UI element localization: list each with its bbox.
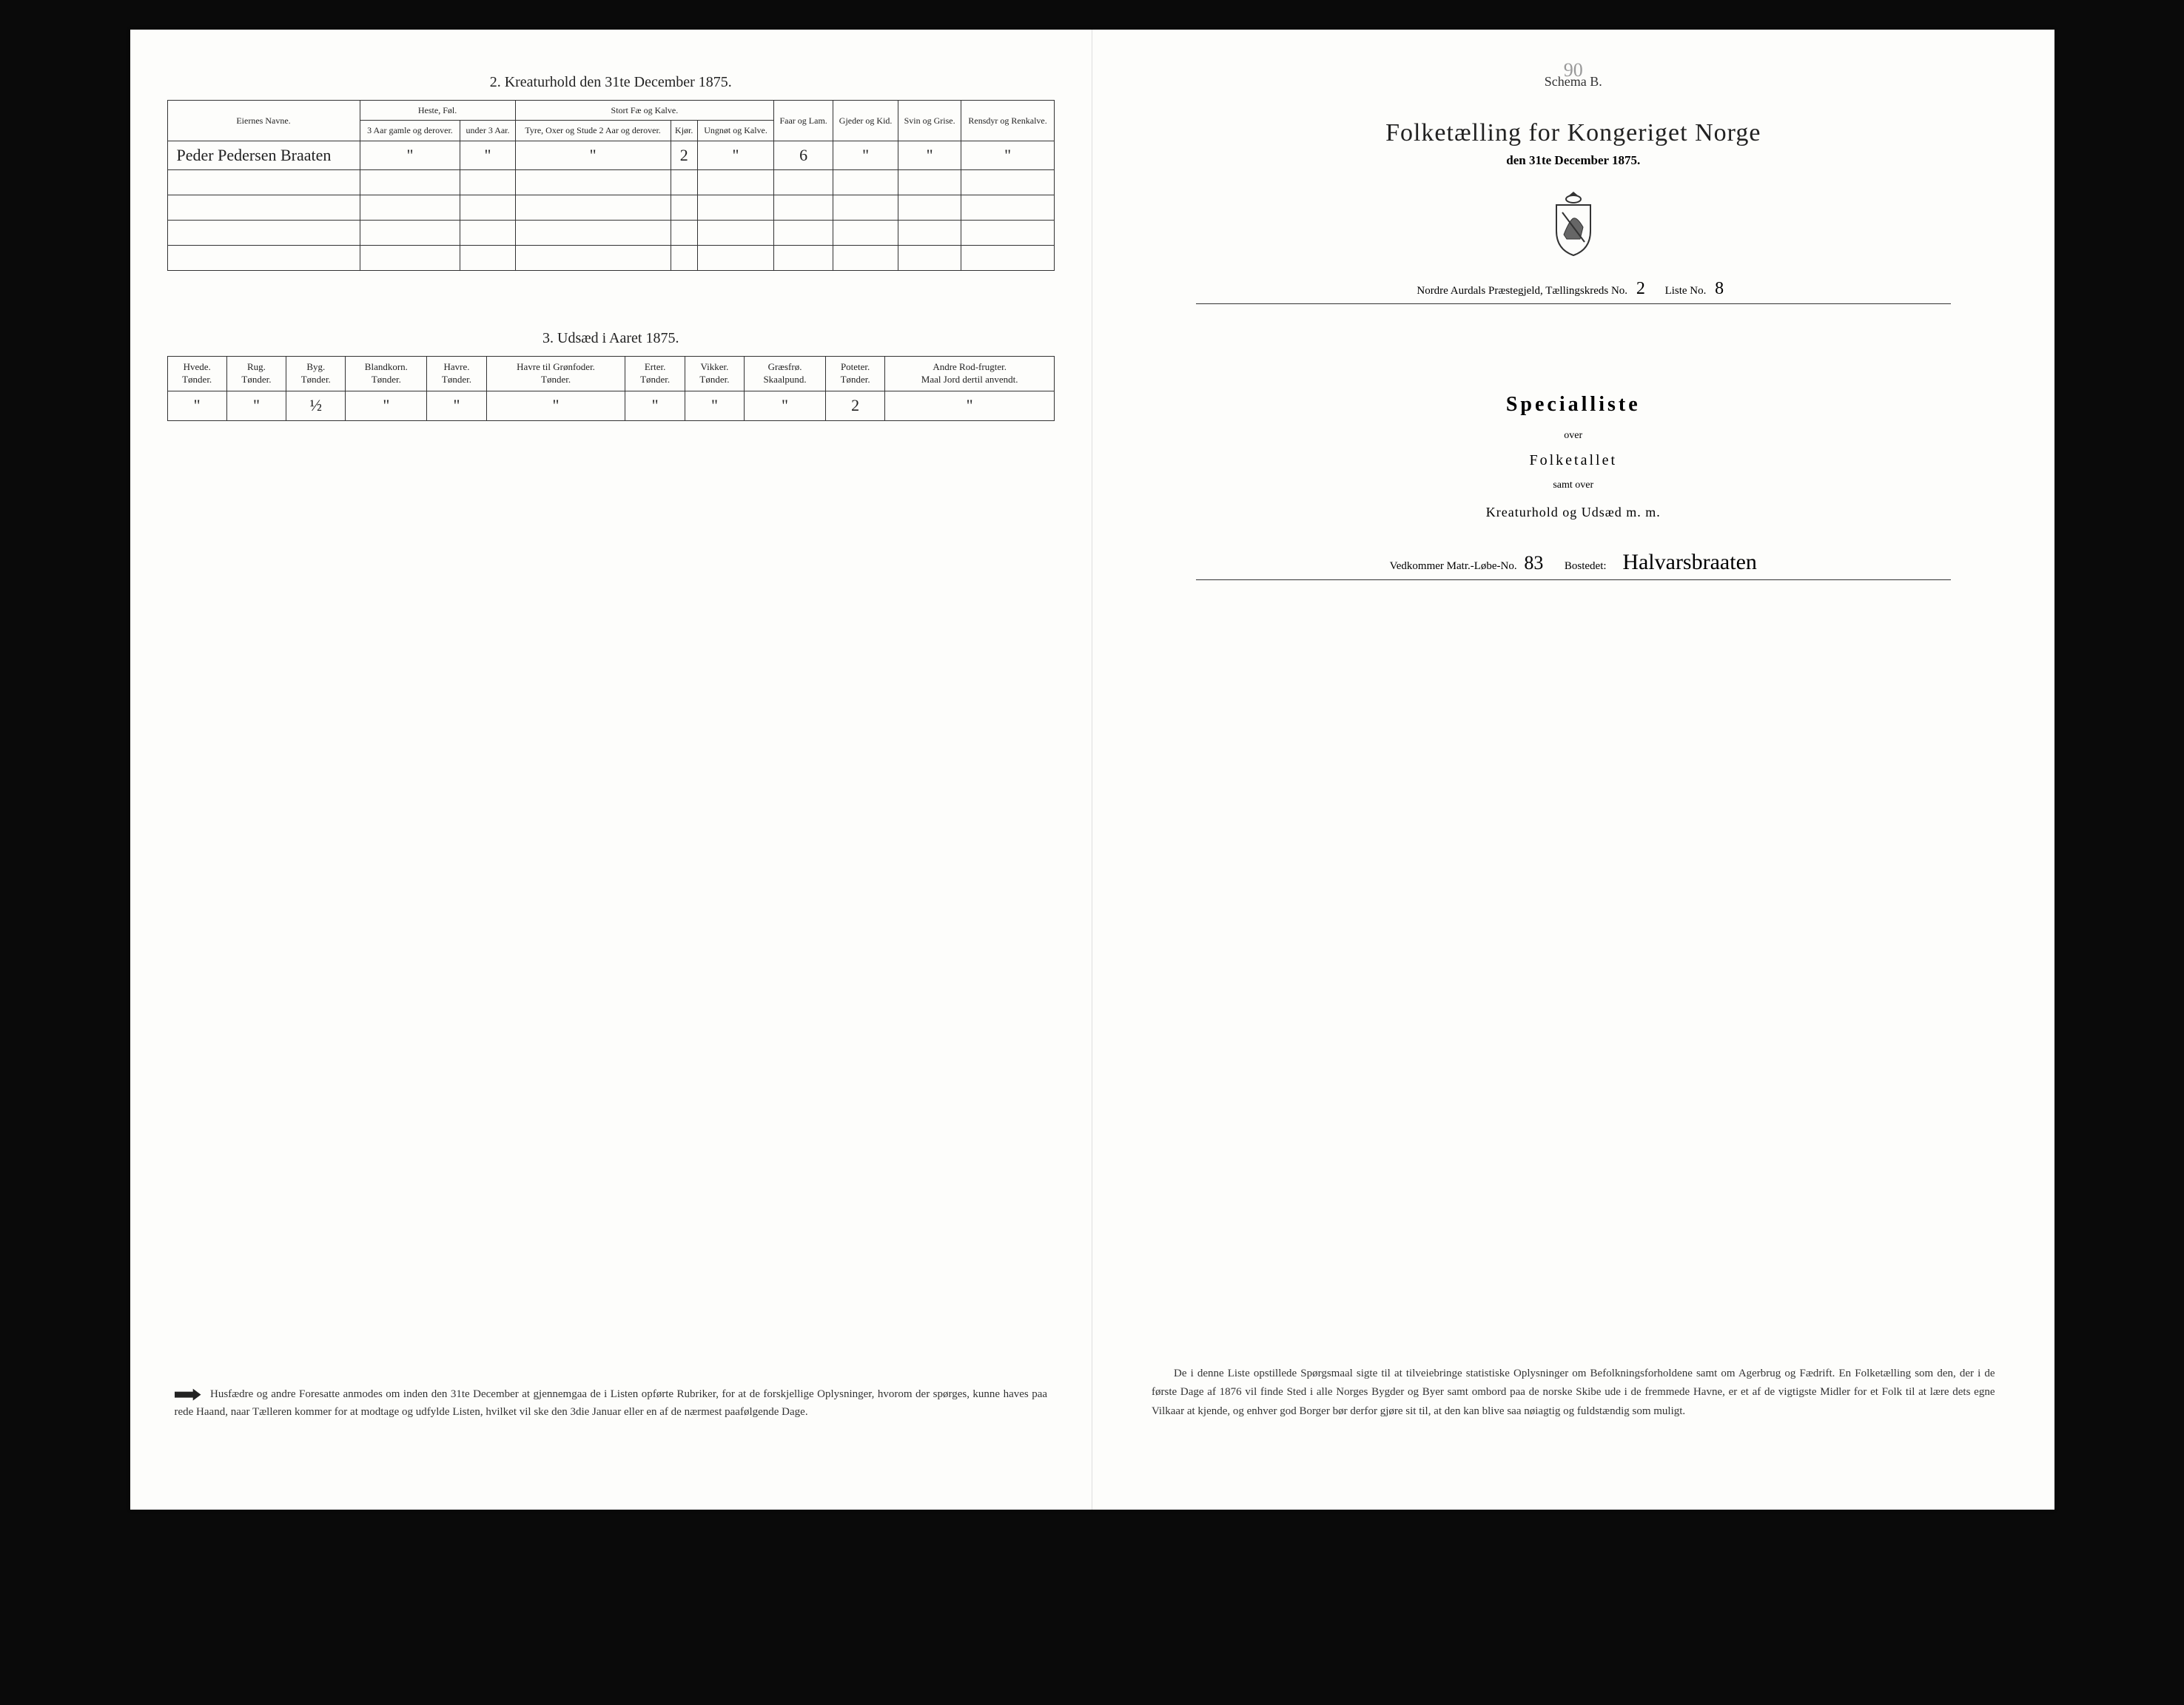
seed-col: Blandkorn.Tønder. xyxy=(346,356,427,391)
seed-col: Poteter.Tønder. xyxy=(825,356,884,391)
liste-label: Liste No. xyxy=(1665,285,1707,297)
seed-val: " xyxy=(486,391,625,420)
seed-val: " xyxy=(346,391,427,420)
seed-col: Andre Rod-frugter.Maal Jord dertil anven… xyxy=(885,356,1055,391)
livestock-val: " xyxy=(360,141,460,169)
seed-header-row: Hvede.Tønder. Rug.Tønder. Byg.Tønder. Bl… xyxy=(167,356,1055,391)
left-footnote: Husfædre og andre Foresatte anmodes om i… xyxy=(175,1385,1048,1421)
livestock-empty-row xyxy=(167,195,1055,220)
left-page: 2. Kreaturhold den 31te December 1875. E… xyxy=(130,30,1093,1510)
livestock-empty-row xyxy=(167,245,1055,270)
district-number: 2 xyxy=(1630,279,1651,298)
livestock-empty-row xyxy=(167,169,1055,195)
bostedet-name: Halvarsbraaten xyxy=(1609,550,1757,574)
owner-name-cell: Peder Pedersen Braaten xyxy=(167,141,360,169)
spec-folketallet: Folketallet xyxy=(1129,452,2017,469)
col-goats: Gjeder og Kid. xyxy=(833,101,898,141)
col-calves: Ungnøt og Kalve. xyxy=(697,121,773,141)
livestock-table: Eiernes Navne. Heste, Føl. Stort Fæ og K… xyxy=(167,100,1055,271)
census-main-title: Folketælling for Kongeriget Norge xyxy=(1129,119,2017,147)
pencil-annotation: 90 xyxy=(1564,59,1583,81)
col-horses-under3: under 3 Aar. xyxy=(460,121,515,141)
livestock-val: " xyxy=(961,141,1055,169)
bostedet-label: Bostedet: xyxy=(1565,560,1607,572)
right-page: 90 Schema B. Folketælling for Kongeriget… xyxy=(1092,30,2054,1510)
matr-label: Vedkommer Matr.-Løbe-No. xyxy=(1390,560,1517,572)
seed-val: 2 xyxy=(825,391,884,420)
livestock-val: " xyxy=(515,141,671,169)
livestock-val: " xyxy=(697,141,773,169)
col-reindeer: Rensdyr og Renkalve. xyxy=(961,101,1055,141)
district-prefix: Nordre Aurdals Præstegjeld, Tællingskred… xyxy=(1417,285,1627,297)
seed-col: Havre til Grønfoder.Tønder. xyxy=(486,356,625,391)
seed-col: Græsfrø.Skaalpund. xyxy=(745,356,826,391)
left-footnote-text: Husfædre og andre Foresatte anmodes om i… xyxy=(175,1388,1048,1418)
specialliste-title: Specialliste xyxy=(1129,393,2017,417)
seed-val: " xyxy=(625,391,685,420)
livestock-val: " xyxy=(898,141,961,169)
matr-number: 83 xyxy=(1519,552,1548,574)
coat-of-arms-icon xyxy=(1548,190,1599,257)
livestock-empty-row xyxy=(167,220,1055,245)
seed-col: Havre.Tønder. xyxy=(427,356,486,391)
seed-col: Byg.Tønder. xyxy=(286,356,346,391)
specialliste-block: Specialliste over Folketallet samt over … xyxy=(1129,393,2017,520)
col-group-horses: Heste, Føl. xyxy=(360,101,515,121)
seed-val: " xyxy=(167,391,226,420)
census-date: den 31te December 1875. xyxy=(1129,153,2017,168)
section2-title: 2. Kreaturhold den 31te December 1875. xyxy=(167,74,1055,91)
col-pigs: Svin og Grise. xyxy=(898,101,961,141)
pointing-hand-icon xyxy=(175,1388,201,1402)
livestock-val: 6 xyxy=(774,141,833,169)
seed-table: Hvede.Tønder. Rug.Tønder. Byg.Tønder. Bl… xyxy=(167,356,1055,421)
district-line: Nordre Aurdals Præstegjeld, Tællingskred… xyxy=(1196,279,1951,304)
livestock-row: Peder Pedersen Braaten " " " 2 " 6 " " " xyxy=(167,141,1055,169)
spec-kreaturhold: Kreaturhold og Udsæd m. m. xyxy=(1129,505,2017,520)
matr-line: Vedkommer Matr.-Løbe-No. 83 Bostedet: Ha… xyxy=(1196,550,1951,580)
seed-val: " xyxy=(427,391,486,420)
document-scan: 2. Kreaturhold den 31te December 1875. E… xyxy=(130,30,2054,1510)
liste-number: 8 xyxy=(1709,279,1730,298)
col-sheep: Faar og Lam. xyxy=(774,101,833,141)
spec-over: over xyxy=(1129,430,2017,442)
col-group-cattle: Stort Fæ og Kalve. xyxy=(515,101,774,121)
section3-title: 3. Udsæd i Aaret 1875. xyxy=(167,330,1055,347)
right-footnote: De i denne Liste opstillede Spørgsmaal s… xyxy=(1152,1365,1995,1422)
livestock-val: 2 xyxy=(671,141,697,169)
col-owner-name: Eiernes Navne. xyxy=(167,101,360,141)
seed-val: " xyxy=(685,391,744,420)
seed-val: " xyxy=(745,391,826,420)
livestock-val: " xyxy=(833,141,898,169)
seed-col: Rug.Tønder. xyxy=(226,356,286,391)
livestock-val: " xyxy=(460,141,515,169)
seed-row: " " ½ " " " " " " 2 " xyxy=(167,391,1055,420)
seed-col: Erter.Tønder. xyxy=(625,356,685,391)
seed-col: Hvede.Tønder. xyxy=(167,356,226,391)
col-cows: Kjør. xyxy=(671,121,697,141)
seed-val: " xyxy=(226,391,286,420)
seed-col: Vikker.Tønder. xyxy=(685,356,744,391)
col-horses-3plus: 3 Aar gamle og derover. xyxy=(360,121,460,141)
seed-val: ½ xyxy=(286,391,346,420)
col-bulls-oxen: Tyre, Oxer og Stude 2 Aar og derover. xyxy=(515,121,671,141)
spec-samt: samt over xyxy=(1129,480,2017,491)
seed-val: " xyxy=(885,391,1055,420)
